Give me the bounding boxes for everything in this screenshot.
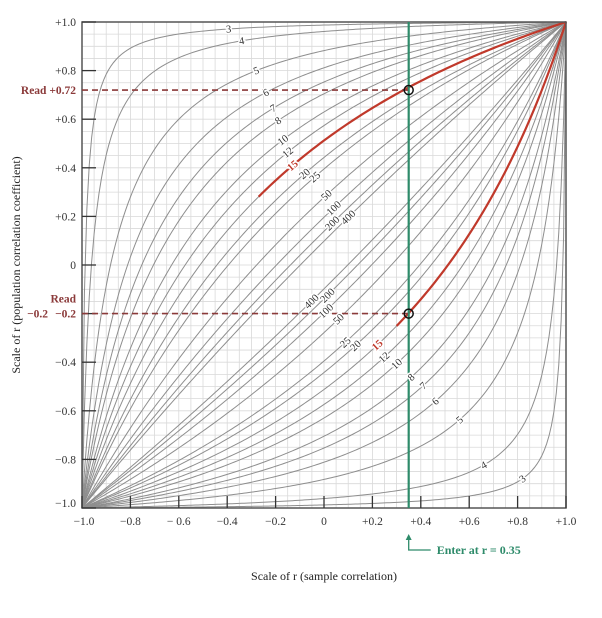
curve-n4-upper xyxy=(81,21,567,509)
y-tick-label: +0.8 xyxy=(55,66,76,78)
curve-n5-upper xyxy=(81,21,567,509)
curve-n8-lower xyxy=(81,21,567,509)
curve-n7-lower xyxy=(81,21,567,509)
curve-n6-lower xyxy=(81,21,567,509)
curve-n200-upper xyxy=(81,21,567,509)
x-tick-label: − 0.6 xyxy=(167,516,191,528)
x-tick-label: +1.0 xyxy=(556,516,577,528)
read-upper-point xyxy=(403,84,414,96)
x-tick-label: 0 xyxy=(321,516,327,528)
curve-label-lower-4: 4 xyxy=(479,460,490,473)
curve-n50-upper xyxy=(81,21,567,509)
y-tick-label: +0.2 xyxy=(55,211,76,223)
curve-n20-lower xyxy=(81,21,567,509)
curve-label-lower-10: 10 xyxy=(390,357,405,372)
x-tick-label: −0.8 xyxy=(120,516,141,528)
curve-n6-upper xyxy=(81,21,567,509)
curve-n400-upper xyxy=(81,21,567,509)
read-lower-point xyxy=(403,308,414,319)
curve-n400-lower xyxy=(81,21,567,509)
curve-label-upper-200: 200 xyxy=(323,214,342,233)
enter-label: Enter at r = 0.35 xyxy=(437,543,521,557)
y-tick-label: +0.6 xyxy=(55,114,76,126)
curve-n10-lower xyxy=(81,21,567,509)
axis-ticks: −1.0 −0.8 − 0.6 −0.4 −0.2 0 +0.2 +0.4 +0.6 +0.8 +1… xyxy=(55,17,577,528)
highlight-curve-n15-lower xyxy=(395,21,568,327)
y-tick-label: −0.2 xyxy=(55,309,76,321)
curve-n200-lower xyxy=(81,21,567,509)
enter-arrow xyxy=(408,538,431,551)
grid xyxy=(81,21,567,509)
curve-n25-lower xyxy=(81,21,567,509)
x-tick-label: +0.8 xyxy=(507,516,528,528)
x-tick-label: +0.2 xyxy=(362,516,383,528)
read-lower-label-line1: Read xyxy=(50,294,76,306)
read-lower-label-line2: −0.2 xyxy=(27,309,48,321)
curve-n5-lower xyxy=(81,21,567,509)
y-tick-label: 0 xyxy=(70,260,76,272)
curve-label-lower-400: 400 xyxy=(303,293,322,312)
x-tick-label: +0.6 xyxy=(459,516,480,528)
curve-n7-upper xyxy=(81,21,567,509)
curve-label-upper-4: 4 xyxy=(238,36,246,48)
curve-label-upper-6: 6 xyxy=(261,87,271,99)
y-tick-label: −1.0 xyxy=(55,498,76,510)
y-tick-label: −0.4 xyxy=(55,357,76,369)
curve-n100-upper xyxy=(81,21,567,509)
curve-n10-upper xyxy=(81,21,567,509)
highlight-curve-n15-upper xyxy=(257,20,567,198)
y-tick-label: −0.6 xyxy=(55,406,76,418)
curve-label-upper-50: 50 xyxy=(319,188,334,203)
y-tick-label: +0.4 xyxy=(55,163,76,175)
curve-label-upper-3: 3 xyxy=(226,24,232,35)
y-tick-label: −0.8 xyxy=(55,454,76,466)
enter-arrow-head xyxy=(405,534,412,540)
read-upper-label: Read +0.72 xyxy=(21,85,76,97)
x-tick-label: −1.0 xyxy=(74,516,95,528)
y-tick-label: +1.0 xyxy=(55,17,76,29)
curve-n25-upper xyxy=(81,21,567,509)
curve-n8-upper xyxy=(81,21,567,509)
curve-n50-lower xyxy=(81,21,567,509)
curve-label-lower-6: 6 xyxy=(430,396,441,408)
y-axis-label: Scale of r (population correlation coeff… xyxy=(9,156,23,373)
x-tick-label: +0.4 xyxy=(410,516,431,528)
curve-n12-lower xyxy=(81,21,567,509)
curve-label-upper-400: 400 xyxy=(339,209,358,228)
x-tick-label: −0.4 xyxy=(217,516,238,528)
curve-n20-upper xyxy=(81,21,567,509)
curve-n12-upper xyxy=(81,21,567,509)
x-tick-label: −0.2 xyxy=(265,516,286,528)
curve-label-upper-5: 5 xyxy=(252,65,261,77)
curve-n100-lower xyxy=(81,21,567,509)
x-axis-label: Scale of r (sample correlation) xyxy=(251,569,397,583)
curve-label-upper-7: 7 xyxy=(269,103,279,115)
curve-label-lower-5: 5 xyxy=(455,415,466,427)
